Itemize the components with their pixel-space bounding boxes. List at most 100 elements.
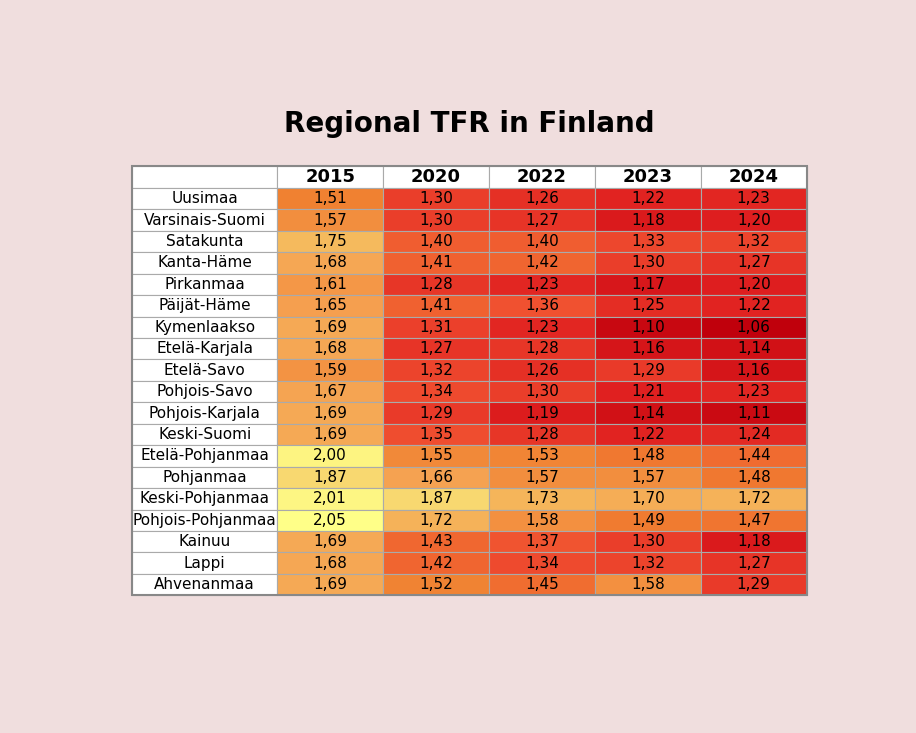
Text: 1,53: 1,53 [525, 449, 559, 463]
Text: 1,16: 1,16 [736, 363, 770, 377]
Text: 1,34: 1,34 [525, 556, 559, 571]
Text: 1,58: 1,58 [631, 577, 665, 592]
Text: 1,42: 1,42 [525, 255, 559, 270]
Bar [132, 467, 278, 488]
Text: 1,42: 1,42 [420, 556, 453, 571]
Bar [701, 273, 807, 295]
Text: 1,20: 1,20 [736, 213, 770, 227]
Text: 2,00: 2,00 [313, 449, 347, 463]
Text: 1,69: 1,69 [313, 577, 347, 592]
Bar [701, 210, 807, 231]
Bar [701, 402, 807, 424]
Bar [701, 424, 807, 445]
Bar [701, 188, 807, 210]
Bar [383, 574, 489, 595]
Bar [278, 166, 383, 188]
Text: 1,06: 1,06 [736, 320, 770, 335]
Bar [594, 338, 701, 359]
Text: 1,29: 1,29 [736, 577, 770, 592]
Bar [132, 381, 278, 402]
Bar [383, 359, 489, 381]
Bar [132, 509, 278, 531]
Text: 1,37: 1,37 [525, 534, 559, 549]
Text: Päijät-Häme: Päijät-Häme [158, 298, 251, 313]
Text: 1,44: 1,44 [736, 449, 770, 463]
Bar [383, 252, 489, 273]
Text: 1,21: 1,21 [631, 384, 665, 399]
Text: 1,31: 1,31 [420, 320, 453, 335]
Bar [701, 338, 807, 359]
Text: 1,55: 1,55 [420, 449, 453, 463]
Bar [383, 488, 489, 509]
Text: 1,58: 1,58 [525, 513, 559, 528]
Bar [278, 231, 383, 252]
Text: 1,23: 1,23 [736, 191, 770, 206]
Text: 1,41: 1,41 [420, 298, 453, 313]
Text: 1,14: 1,14 [736, 342, 770, 356]
Bar [278, 445, 383, 467]
Text: Pohjanmaa: Pohjanmaa [162, 470, 247, 485]
Bar [594, 553, 701, 574]
Bar [383, 273, 489, 295]
Text: 1,16: 1,16 [631, 342, 665, 356]
Text: 1,35: 1,35 [420, 427, 453, 442]
Bar [278, 381, 383, 402]
Bar [594, 317, 701, 338]
Bar [132, 445, 278, 467]
Bar [132, 488, 278, 509]
Text: 1,27: 1,27 [420, 342, 453, 356]
Text: 1,40: 1,40 [420, 234, 453, 249]
Bar [278, 553, 383, 574]
Bar [278, 424, 383, 445]
Bar [701, 467, 807, 488]
Bar [489, 488, 594, 509]
Text: 1,32: 1,32 [420, 363, 453, 377]
Text: Kanta-Häme: Kanta-Häme [158, 255, 252, 270]
Bar [489, 210, 594, 231]
Text: 1,32: 1,32 [631, 556, 665, 571]
Text: 1,69: 1,69 [313, 405, 347, 421]
Bar [594, 402, 701, 424]
Bar [278, 574, 383, 595]
Text: 1,30: 1,30 [631, 534, 665, 549]
Text: 1,18: 1,18 [736, 534, 770, 549]
Text: 2,05: 2,05 [313, 513, 347, 528]
Bar [489, 273, 594, 295]
Text: 1,69: 1,69 [313, 534, 347, 549]
Text: 1,24: 1,24 [736, 427, 770, 442]
Text: 1,65: 1,65 [313, 298, 347, 313]
Bar [489, 531, 594, 553]
Bar [489, 295, 594, 317]
Bar [489, 166, 594, 188]
Bar [594, 574, 701, 595]
Bar [594, 210, 701, 231]
Text: 1,11: 1,11 [736, 405, 770, 421]
Bar [701, 531, 807, 553]
Text: 1,41: 1,41 [420, 255, 453, 270]
Bar [489, 402, 594, 424]
Text: 2015: 2015 [305, 168, 355, 186]
Bar [278, 188, 383, 210]
Text: 1,43: 1,43 [420, 534, 453, 549]
Bar [489, 338, 594, 359]
Bar [132, 531, 278, 553]
Text: 1,30: 1,30 [631, 255, 665, 270]
Text: 1,68: 1,68 [313, 342, 347, 356]
Bar [701, 295, 807, 317]
Bar [701, 252, 807, 273]
Text: 1,20: 1,20 [736, 277, 770, 292]
Bar [132, 231, 278, 252]
Bar [489, 509, 594, 531]
Text: 1,70: 1,70 [631, 491, 665, 507]
Text: 1,23: 1,23 [736, 384, 770, 399]
Bar [278, 467, 383, 488]
Text: 1,33: 1,33 [631, 234, 665, 249]
Bar [594, 488, 701, 509]
Bar [132, 574, 278, 595]
Text: 1,18: 1,18 [631, 213, 665, 227]
Text: 1,28: 1,28 [525, 427, 559, 442]
Bar [489, 188, 594, 210]
Bar [278, 531, 383, 553]
Text: 1,40: 1,40 [525, 234, 559, 249]
Bar [701, 166, 807, 188]
